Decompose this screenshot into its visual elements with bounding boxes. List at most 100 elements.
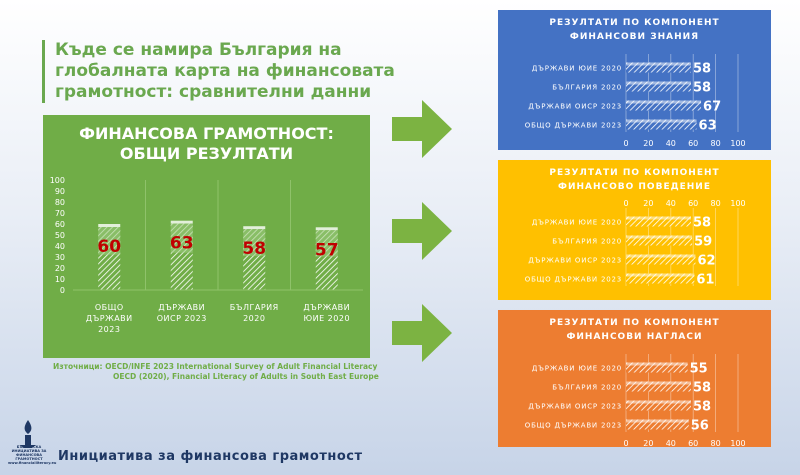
- bar: [626, 100, 702, 111]
- bar-cap: [98, 224, 121, 227]
- category-label: ДЪРЖАВИ ЮИЕ 2020: [532, 219, 622, 227]
- x-tick-label: 0: [623, 139, 628, 148]
- y-tick-label: 90: [55, 187, 65, 196]
- category-label: БЪЛГАРИЯ 2020: [552, 84, 622, 92]
- category-label: ДЪРЖАВИ ЮИЕ 2020: [532, 65, 622, 73]
- category-label: ОБЩО ДЪРЖАВИ 2023: [525, 422, 622, 430]
- bar-highlight: [626, 381, 691, 385]
- attitudes-title-line-2: ФИНАНСОВИ НАГЛАСИ: [566, 332, 703, 342]
- overall-results-chart: ФИНАНСОВА ГРАМОТНОСТ: ОБЩИ РЕЗУЛТАТИ 0 10…: [43, 115, 370, 358]
- footer-initiative: Инициатива за финансова грамотност: [58, 449, 363, 464]
- bar-highlight: [626, 216, 691, 220]
- arrow-right-icon: [392, 202, 452, 260]
- category-label: ДЪРЖАВИ ЮИЕ 2020: [532, 365, 622, 373]
- bar-highlight: [626, 62, 691, 66]
- x-tick-label: 60: [688, 139, 698, 148]
- x-tick-label: 20: [643, 199, 653, 208]
- x-tick-label: 60: [688, 439, 698, 447]
- sources: Източници: OECD/INFE 2023 International …: [53, 362, 383, 382]
- data-label: 56: [691, 419, 709, 434]
- category-label: 2020: [243, 314, 265, 323]
- knowledge-title-line-1: РЕЗУЛТАТИ ПО КОМПОНЕНТ: [549, 18, 720, 28]
- behaviour-title-line-2: ФИНАНСОВО ПОВЕДЕНИЕ: [558, 182, 711, 192]
- knowledge-panel: РЕЗУЛТАТИ ПО КОМПОНЕНТ ФИНАНСОВИ ЗНАНИЯ …: [498, 10, 771, 150]
- y-tick-label: 60: [55, 220, 65, 229]
- data-label: 62: [697, 254, 715, 269]
- category-label: ДЪРЖАВИ: [303, 303, 350, 312]
- bar-highlight: [98, 227, 121, 255]
- bar: [626, 216, 691, 227]
- bar: [626, 235, 693, 246]
- category-label: БЪЛГАРИЯ 2020: [552, 384, 622, 392]
- data-label: 63: [699, 119, 717, 134]
- attitudes-title-line-1: РЕЗУЛТАТИ ПО КОМПОНЕНТ: [549, 318, 720, 328]
- category-label: ЮИЕ 2020: [303, 314, 350, 323]
- sources-label: Източници:: [53, 362, 103, 371]
- x-tick-label: 20: [643, 139, 653, 148]
- y-tick-label: 100: [50, 176, 65, 185]
- category-label: 2023: [98, 325, 120, 334]
- knowledge-title-line-2: ФИНАНСОВИ ЗНАНИЯ: [569, 32, 700, 42]
- attitudes-panel: РЕЗУЛТАТИ ПО КОМПОНЕНТ ФИНАНСОВИ НАГЛАСИ…: [498, 310, 771, 447]
- knowledge-chart-svg: 0 20 40 60 80 100 ДЪРЖАВИ ЮИЕ 2020 58 БЪЛГАРИЯ 2…: [525, 54, 746, 148]
- bar: [626, 419, 689, 430]
- bar-highlight: [626, 273, 695, 277]
- y-tick-label: 0: [60, 286, 65, 295]
- y-tick-label: 30: [55, 253, 65, 262]
- bar: [626, 62, 691, 73]
- bar-highlight: [626, 254, 696, 258]
- data-label: 58: [693, 62, 711, 77]
- overall-chart-title-line-1: ФИНАНСОВА ГРАМОТНОСТ:: [79, 124, 334, 143]
- data-label: 60: [97, 237, 121, 257]
- data-label: 57: [315, 240, 339, 260]
- logo-url: www.financialliteracy.eu: [8, 461, 57, 465]
- category-label: ДЪРЖАВИ: [158, 303, 205, 312]
- logo-text: БЪЛГАРСКА ИНИЦИАТИВА ЗА ФИНАНСОВА ГРАМОТ…: [8, 445, 57, 465]
- category-label: ДЪРЖАВИ: [86, 314, 133, 323]
- bar-highlight: [626, 100, 702, 104]
- data-label: 58: [693, 216, 711, 231]
- knowledge-panel-title: РЕЗУЛТАТИ ПО КОМПОНЕНТ ФИНАНСОВИ ЗНАНИЯ: [498, 16, 771, 44]
- page-title: Къде се намира България на глобалната ка…: [42, 40, 402, 103]
- sources-line-1: OECD/INFE 2023 International Survey of A…: [105, 362, 378, 371]
- bar: [626, 254, 696, 265]
- x-tick-label: 20: [643, 439, 653, 447]
- x-tick-label: 0: [623, 439, 628, 447]
- category-label: ДЪРЖАВИ ОИСР 2023: [528, 103, 622, 111]
- attitudes-chart-svg: 0 20 40 60 80 100 ДЪРЖАВИ ЮИЕ 2020 55 БЪЛГАРИЯ 2…: [525, 354, 746, 447]
- bar: [626, 381, 691, 392]
- x-tick-label: 0: [623, 199, 628, 208]
- bar-cap: [170, 220, 193, 224]
- sources-line-2: OECD (2020), Financial Literacy of Adult…: [113, 372, 379, 381]
- x-tick-label: 100: [730, 199, 745, 208]
- overall-chart-title-line-2: ОБЩИ РЕЗУЛТАТИ: [119, 144, 294, 163]
- x-tick-label: 40: [666, 199, 676, 208]
- bar-highlight: [170, 223, 193, 253]
- data-label: 55: [690, 362, 708, 377]
- bar: [626, 81, 691, 92]
- arrow-right-icon: [392, 304, 452, 362]
- attitudes-panel-title: РЕЗУЛТАТИ ПО КОМПОНЕНТ ФИНАНСОВИ НАГЛАСИ: [498, 316, 771, 344]
- behaviour-title-line-1: РЕЗУЛТАТИ ПО КОМПОНЕНТ: [549, 168, 720, 178]
- bar-cap: [315, 227, 338, 231]
- y-tick-label: 40: [55, 242, 65, 251]
- bar-highlight: [626, 119, 697, 123]
- bar-highlight: [626, 235, 693, 239]
- bar-highlight: [626, 419, 689, 423]
- candle-icon: [20, 420, 36, 448]
- category-label: ОБЩО ДЪРЖАВИ 2023: [525, 276, 622, 284]
- category-label: ОИСР 2023: [157, 314, 207, 323]
- category-label: БЪЛГАРИЯ 2020: [552, 238, 622, 246]
- behaviour-panel-title: РЕЗУЛТАТИ ПО КОМПОНЕНТ ФИНАНСОВО ПОВЕДЕН…: [498, 166, 771, 194]
- category-label: ОБЩО: [95, 303, 124, 312]
- y-tick-label: 10: [55, 275, 65, 284]
- category-label: ОБЩО ДЪРЖАВИ 2023: [525, 122, 622, 130]
- bar-highlight: [243, 229, 266, 256]
- category-label: ДЪРЖАВИ ОИСР 2023: [528, 257, 622, 265]
- x-tick-label: 60: [688, 199, 698, 208]
- bar: [626, 119, 697, 130]
- x-tick-label: 80: [711, 439, 721, 447]
- x-tick-label: 80: [711, 199, 721, 208]
- x-tick-label: 80: [711, 139, 721, 148]
- behaviour-chart-svg: 0 20 40 60 80 100 ДЪРЖАВИ ЮИЕ 2020 58 БЪЛГАРИЯ 2…: [525, 199, 746, 288]
